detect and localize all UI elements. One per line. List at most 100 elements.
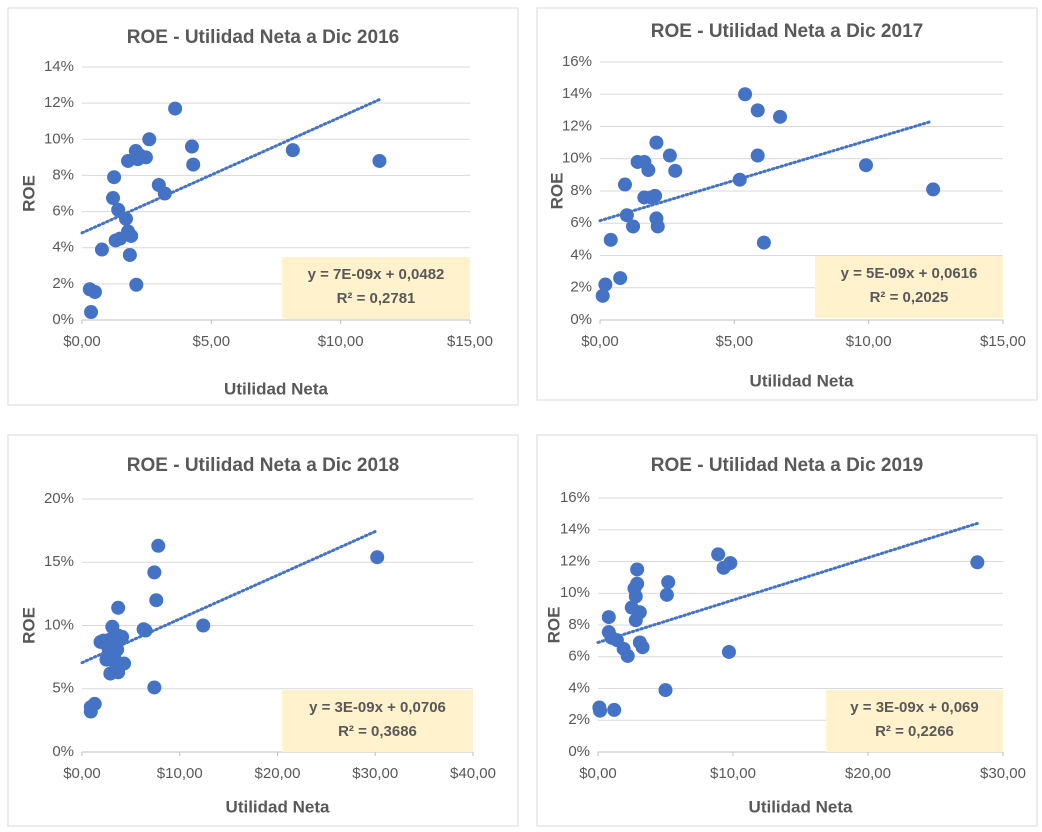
data-point [620,648,635,663]
data-point [756,235,771,250]
y-tick-label: 20% [44,490,74,507]
data-point [149,593,164,608]
data-point [668,163,683,178]
data-point [649,135,664,150]
chart: ROE - Utilidad Neta a Dic 2017 0% 2% 4% 6% 8%… [536,7,1038,401]
trendline-equation: y = 3E-09x + 0,0706 [309,699,446,716]
y-tick-label: 0% [52,743,74,760]
x-tick-label: $10,00 [846,333,892,350]
x-tick-label: $0,00 [579,765,617,782]
data-point [196,618,211,633]
data-point [632,605,647,620]
y-tick-label: 10% [560,584,590,601]
x-tick-label: $5,00 [193,333,231,350]
data-point [285,143,300,158]
data-point [601,610,616,625]
y-axis-label: ROE [19,175,38,212]
data-point [370,550,385,565]
y-axis-label: ROE [547,173,566,210]
annotation-box [282,690,473,752]
annotation-box [815,256,1003,318]
chart-title: ROE - Utilidad Neta a Dic 2018 [127,455,399,476]
y-tick-label: 6% [52,203,74,220]
data-point [147,680,162,695]
y-tick-label: 14% [44,58,74,75]
y-tick-label: 8% [568,616,590,633]
data-point [630,562,645,577]
trendline-equation: R² = 0,2781 [337,290,416,307]
x-tick-label: $10,00 [710,765,756,782]
x-tick-label: $0,00 [63,765,101,782]
data-point [662,148,677,163]
x-tick-label: $20,00 [255,765,301,782]
y-tick-label: 8% [570,182,592,199]
x-tick-label: $15,00 [980,333,1026,350]
data-point [115,629,130,644]
chart-title: ROE - Utilidad Neta a Dic 2019 [651,455,923,476]
data-point [641,163,656,178]
data-point [773,109,788,124]
data-point [598,277,613,292]
trendline [596,521,979,644]
x-tick-label: $20,00 [845,765,891,782]
x-tick-label: $15,00 [447,333,493,350]
x-axis-label: Utilidad Neta [750,371,854,390]
chart: ROE - Utilidad Neta a Dic 2016 0% 2% 4% 6% 8%… [7,7,519,406]
trendline [80,529,379,665]
x-tick-label: $10,00 [157,765,203,782]
trendline-equation: y = 7E-09x + 0,0482 [308,266,445,283]
y-tick-label: 5% [52,680,74,697]
data-point [658,683,673,698]
data-point [603,232,618,247]
x-tick-label: $30,00 [980,765,1026,782]
chart: ROE - Utilidad Neta a Dic 2019 0% 2% 4% 6% 8%… [536,434,1038,827]
y-tick-label: 15% [44,553,74,570]
chart-frame [7,7,519,406]
data-point [142,132,157,147]
data-point [122,247,137,262]
x-tick-label: $30,00 [352,765,398,782]
y-tick-label: 10% [44,616,74,633]
y-axis-label: ROE [544,607,563,644]
y-tick-label: 2% [52,275,74,292]
y-tick-label: 0% [570,311,592,328]
data-point [109,660,124,675]
data-point [151,538,166,553]
data-point [635,640,650,655]
annotation-box [282,257,470,319]
trendline [598,120,932,223]
y-axis-label: ROE [19,607,38,644]
chart-frame [536,434,1038,827]
y-tick-label: 10% [44,130,74,147]
x-axis-label: Utilidad Neta [749,797,853,816]
data-point [184,139,199,154]
data-point [132,148,147,163]
data-point [124,228,139,243]
y-tick-label: 14% [562,85,592,102]
data-point [111,600,126,615]
data-point [87,696,102,711]
data-point [721,644,736,659]
trendline-equation: y = 3E-09x + 0,069 [850,699,978,716]
x-tick-label: $10,00 [318,333,364,350]
trendline [80,98,381,235]
data-point [106,191,121,206]
data-point [87,284,102,299]
y-tick-label: 12% [44,94,74,111]
chart: ROE - Utilidad Neta a Dic 2018 0% 5% 10% 15%… [7,434,519,827]
data-point [661,575,676,590]
trendline-equation: R² = 0,3686 [338,723,417,740]
x-tick-label: $40,00 [450,765,496,782]
y-tick-label: 10% [562,150,592,167]
data-point [970,555,985,570]
data-point [613,271,628,286]
x-tick-label: $0,00 [63,333,101,350]
y-tick-label: 0% [52,311,74,328]
chart-title: ROE - Utilidad Neta a Dic 2016 [127,27,399,48]
data-point [626,219,641,234]
data-point [186,157,201,172]
y-tick-label: 6% [570,214,592,231]
data-point [628,589,643,604]
data-point [607,702,622,717]
data-point [617,177,632,192]
